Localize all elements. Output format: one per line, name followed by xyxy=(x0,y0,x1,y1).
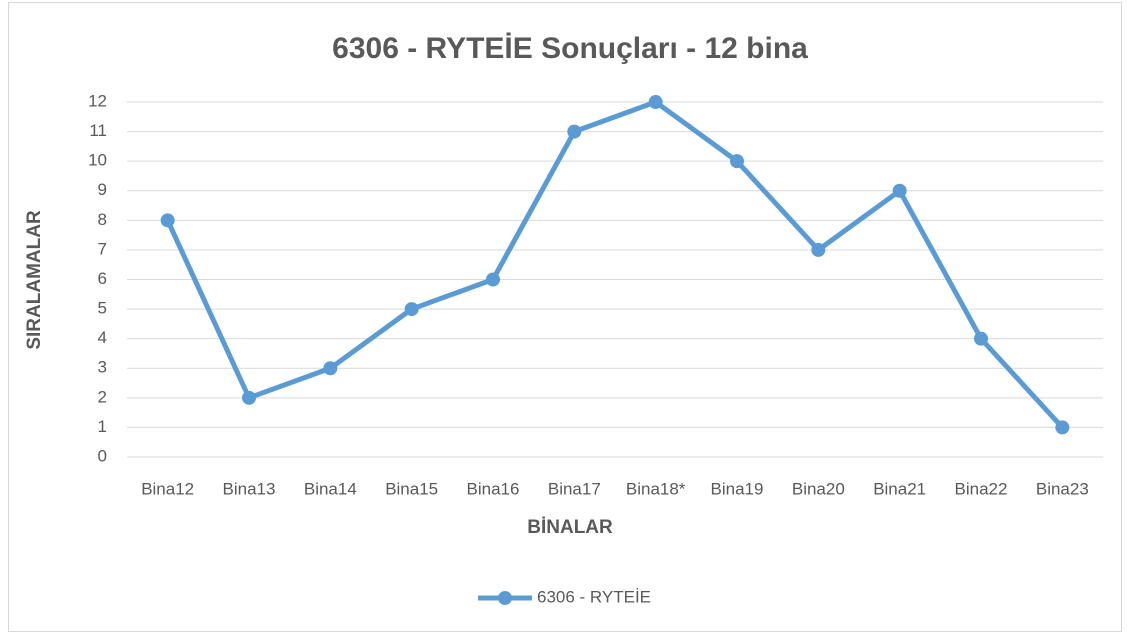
y-tick-label: 7 xyxy=(98,239,107,258)
y-tick-label: 8 xyxy=(98,210,107,229)
x-tick-label: Bina17 xyxy=(548,479,601,498)
chart-title: 6306 - RYTEİE Sonuçları - 12 bina xyxy=(332,32,808,65)
y-tick-label: 10 xyxy=(88,151,107,170)
x-tick-label: Bina22 xyxy=(955,479,1008,498)
x-tick-label: Bina23 xyxy=(1036,479,1089,498)
x-tick-label: Bina13 xyxy=(223,479,276,498)
y-tick-label: 9 xyxy=(98,180,107,199)
x-tick-label: Bina14 xyxy=(304,479,357,498)
marker xyxy=(404,302,419,317)
marker xyxy=(811,242,826,257)
marker xyxy=(974,331,988,346)
marker xyxy=(323,361,338,376)
y-axis-label: SIRALAMALAR xyxy=(24,210,45,350)
legend-marker xyxy=(498,591,512,605)
line xyxy=(165,99,1065,430)
marker xyxy=(160,213,175,228)
chart-border xyxy=(8,2,1122,632)
x-tick-label: Bina20 xyxy=(792,479,845,498)
marker xyxy=(486,272,500,287)
y-tick-label: 3 xyxy=(98,358,107,377)
x-tick-label: Bina12 xyxy=(141,479,194,498)
y-tick-label: 6 xyxy=(98,269,107,288)
x-tick-label: Bina19 xyxy=(711,479,764,498)
marker xyxy=(567,124,582,139)
marker xyxy=(242,390,256,405)
x-tick-label: Bina18* xyxy=(626,479,686,498)
marker xyxy=(1055,420,1070,435)
x-tick-label: Bina15 xyxy=(385,479,438,498)
y-tick-label: 4 xyxy=(98,328,107,347)
y-tick-label: 12 xyxy=(88,91,107,110)
y-tick-label: 5 xyxy=(98,299,107,318)
marker xyxy=(648,95,663,109)
x-tick-label: Bina16 xyxy=(467,479,520,498)
x-tick-label: Bina21 xyxy=(873,479,926,498)
y-tick-label: 1 xyxy=(98,417,107,436)
y-tick-label: 2 xyxy=(98,387,107,406)
y-tick-label: 11 xyxy=(89,121,107,140)
y-tick-label: 0 xyxy=(98,446,107,465)
legend-label: 6306 - RYTEİE xyxy=(537,587,651,606)
marker xyxy=(730,154,744,169)
marker xyxy=(892,183,907,198)
x-axis-label: BİNALAR xyxy=(527,517,613,538)
